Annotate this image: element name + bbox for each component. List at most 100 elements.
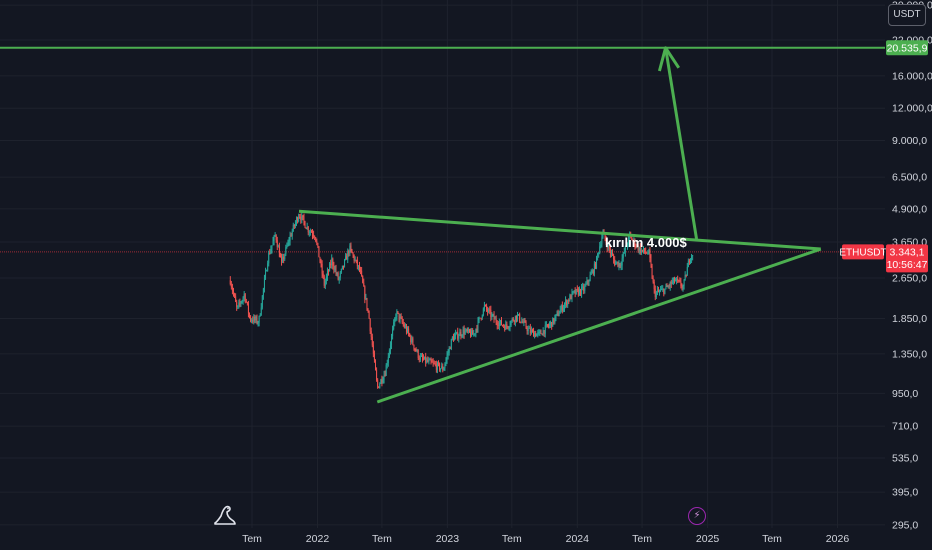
candle-body <box>556 312 558 315</box>
candle-body <box>472 330 474 335</box>
candle-body <box>497 325 499 327</box>
candle-body <box>535 333 537 337</box>
candle-body <box>378 386 380 388</box>
candle-body <box>546 324 548 326</box>
candle-body <box>358 265 360 271</box>
candle-body <box>235 296 237 302</box>
candle-body <box>385 365 387 376</box>
candle-body <box>460 331 462 336</box>
candle-body <box>495 318 497 323</box>
candle-body <box>689 259 691 263</box>
candle-body <box>381 379 383 383</box>
drawings[interactable]: kırılım 4.000$ <box>0 46 885 404</box>
lightning-icon[interactable]: ⚡ <box>688 507 706 525</box>
candle-body <box>339 272 341 278</box>
time-tick-label: Tem <box>502 533 522 545</box>
tradingview-logo-icon[interactable] <box>212 503 238 527</box>
candle-body <box>276 240 278 247</box>
candle-body <box>494 318 496 320</box>
candle-body <box>249 313 251 317</box>
candle-body <box>547 325 549 327</box>
candle-body <box>602 232 604 238</box>
time-tick-label: Tem <box>372 533 392 545</box>
candle-body <box>405 326 407 333</box>
triangle-upper-trendline[interactable] <box>298 209 821 251</box>
candle-body <box>610 252 612 254</box>
candle-body <box>229 280 231 285</box>
grid <box>0 0 885 528</box>
candle-body <box>470 332 472 337</box>
candle-body <box>621 258 623 266</box>
breakout-annotation[interactable]: kırılım 4.000$ <box>605 235 687 250</box>
candle-body <box>664 288 666 294</box>
currency-selector[interactable]: USDT <box>888 4 926 26</box>
candle-body <box>493 314 495 320</box>
candle-body <box>617 261 619 267</box>
candle-body <box>332 258 334 266</box>
candle-body <box>459 331 461 337</box>
candle-body <box>647 253 649 255</box>
candle-body <box>346 256 348 260</box>
candle-body <box>287 241 289 246</box>
candle-body <box>392 329 394 337</box>
candle-body <box>247 303 249 314</box>
candle-body <box>492 314 494 316</box>
candle-body <box>477 320 479 330</box>
candle-body <box>683 279 685 286</box>
candle-body <box>398 312 400 320</box>
time-tick-label: Tem <box>242 533 262 545</box>
candle-body <box>542 330 544 336</box>
candle-body <box>336 273 338 274</box>
candle-body <box>524 321 526 323</box>
candle-body <box>457 332 459 339</box>
candle-body <box>575 289 577 295</box>
candle-body <box>355 259 357 261</box>
candle-body <box>510 320 512 326</box>
candle-body <box>645 251 647 253</box>
candle-body <box>340 269 342 273</box>
candle-body <box>475 328 477 334</box>
candle-body <box>649 249 651 259</box>
time-axis[interactable]: Tem 2022 Tem 2023 Tem 2024 Tem 2025 Tem 2026 <box>242 533 849 545</box>
price-tick-label: 16.000,0 <box>892 70 932 82</box>
candle-body <box>416 350 418 352</box>
candle-body <box>520 321 522 323</box>
candle-body <box>557 312 559 316</box>
candle-body <box>655 292 657 298</box>
candle-body <box>563 304 565 308</box>
candle-body <box>461 335 463 337</box>
candle-body <box>420 356 422 357</box>
candle-body <box>652 278 654 282</box>
candle-body <box>370 331 372 337</box>
candle-body <box>292 224 294 232</box>
breakout-arrow-head[interactable] <box>657 46 680 72</box>
candle-body <box>442 366 444 371</box>
candle-body <box>372 345 374 354</box>
candle-body <box>523 321 525 323</box>
candle-body <box>400 316 402 319</box>
time-tick-label: 2026 <box>826 533 850 545</box>
candle-body <box>594 263 596 269</box>
candle-body <box>376 370 378 380</box>
candle-body <box>273 235 275 241</box>
candle-body <box>447 352 449 356</box>
candle-body <box>684 275 686 280</box>
candle-body <box>587 280 589 282</box>
candle-body <box>545 324 547 326</box>
candle-body <box>691 255 693 260</box>
candle-body <box>675 280 677 282</box>
candle-body <box>252 320 254 322</box>
candle-body <box>254 316 256 321</box>
candle-body <box>514 315 516 323</box>
price-axis[interactable]: 40.000,030.000,022.000,016.000,012.000,0… <box>892 0 932 531</box>
price-tick-label: 1.350,0 <box>892 348 927 360</box>
triangle-lower-trendline[interactable] <box>376 247 822 404</box>
candle-body <box>673 277 675 282</box>
candle-body <box>625 246 627 248</box>
candle-body <box>593 263 595 274</box>
candle-body <box>397 311 399 313</box>
candle-body <box>620 265 622 267</box>
breakout-arrow[interactable] <box>664 47 699 240</box>
